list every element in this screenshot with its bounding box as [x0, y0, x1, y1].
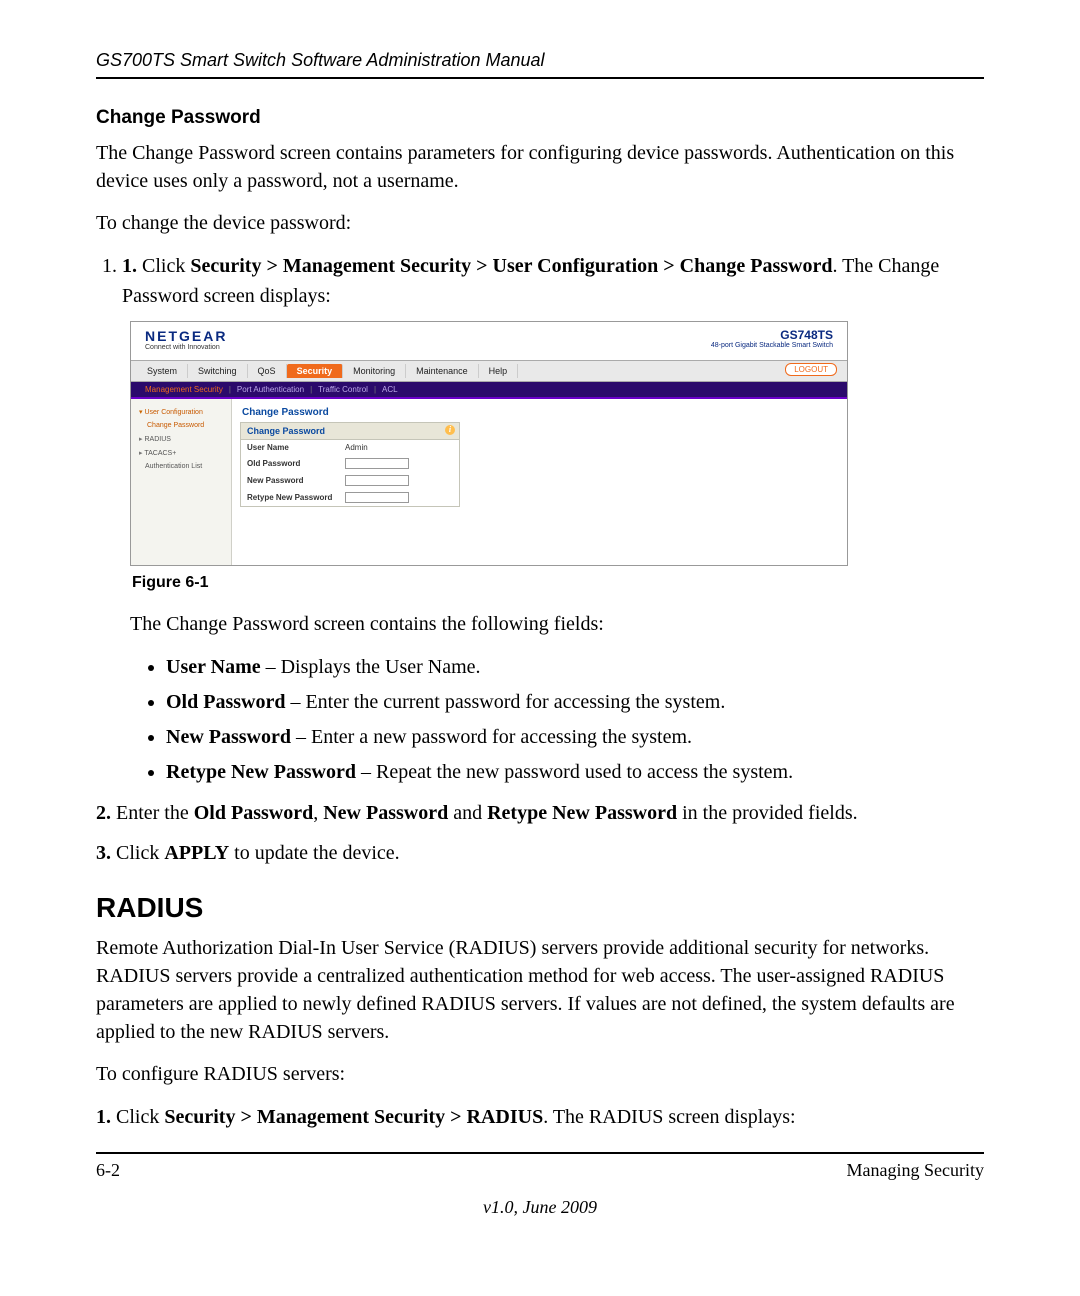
label-username: User Name: [247, 443, 345, 452]
step-2-b3: Retype New Password: [487, 802, 677, 824]
sidebar-item-radius[interactable]: RADIUS: [137, 432, 225, 446]
model-label: GS748TS 48-port Gigabit Stackable Smart …: [711, 328, 833, 349]
fields-lead: The Change Password screen contains the …: [130, 610, 984, 638]
row-retype-password: Retype New Password: [241, 489, 459, 506]
fields-list: User Name – Displays the User Name. Old …: [130, 652, 984, 788]
tab-maintenance[interactable]: Maintenance: [406, 364, 479, 378]
change-password-panel: Change Password i User Name Admin Old Pa…: [240, 422, 460, 507]
field-new-password-name: New Password: [166, 726, 291, 748]
sidebar-item-auth-list[interactable]: Authentication List: [137, 460, 225, 473]
model-subtitle: 48-port Gigabit Stackable Smart Switch: [711, 342, 833, 349]
field-username: User Name – Displays the User Name.: [166, 652, 984, 683]
row-new-password: New Password: [241, 472, 459, 489]
field-username-name: User Name: [166, 656, 261, 678]
radius-heading: RADIUS: [96, 892, 984, 924]
tab-switching[interactable]: Switching: [188, 364, 248, 378]
step-1-number: 1.: [122, 255, 137, 277]
footer-page: 6-2: [96, 1160, 120, 1181]
tab-security[interactable]: Security: [287, 364, 344, 378]
netgear-screenshot: NETGEAR Connect with Innovation GS748TS …: [130, 321, 848, 566]
radius-steps: 1. Click Security > Management Security …: [96, 1102, 984, 1132]
field-retype-password: Retype New Password – Repeat the new pas…: [166, 757, 984, 788]
label-retype-password: Retype New Password: [247, 493, 345, 502]
footer-section: Managing Security: [847, 1160, 984, 1181]
radius-lead: To configure RADIUS servers:: [96, 1060, 984, 1088]
subnav-management-security[interactable]: Management Security: [141, 385, 227, 394]
field-old-password: Old Password – Enter the current passwor…: [166, 687, 984, 718]
field-new-password: New Password – Enter a new password for …: [166, 722, 984, 753]
tab-qos[interactable]: QoS: [248, 364, 287, 378]
change-password-lead: To change the device password:: [96, 209, 984, 237]
step-3-b: APPLY: [164, 842, 229, 864]
label-new-password: New Password: [247, 476, 345, 485]
step-3: 3. Click APPLY to update the device.: [96, 838, 984, 868]
field-old-password-name: Old Password: [166, 691, 285, 713]
radius-intro: Remote Authorization Dial-In User Servic…: [96, 934, 984, 1046]
step-3-suffix: to update the device.: [229, 842, 400, 864]
model-name: GS748TS: [780, 328, 833, 342]
field-old-password-desc: – Enter the current password for accessi…: [285, 691, 725, 713]
input-new-password[interactable]: [345, 475, 409, 486]
row-username: User Name Admin: [241, 440, 459, 455]
radius-step-1-path: Security > Management Security > RADIUS: [164, 1106, 543, 1128]
step-2-prefix: Enter the: [116, 802, 194, 824]
field-retype-password-name: Retype New Password: [166, 761, 356, 783]
change-password-steps-2: 2. Enter the Old Password, New Password …: [96, 798, 984, 868]
change-password-intro: The Change Password screen contains para…: [96, 139, 984, 195]
panel-head: Change Password i: [241, 423, 459, 440]
header-rule: [96, 77, 984, 79]
footer-version: v1.0, June 2009: [96, 1197, 984, 1218]
field-username-desc: – Displays the User Name.: [261, 656, 481, 678]
radius-step-1-suffix: . The RADIUS screen displays:: [543, 1106, 795, 1128]
value-username: Admin: [345, 443, 368, 452]
step-2-b2: New Password: [323, 802, 448, 824]
field-new-password-desc: – Enter a new password for accessing the…: [291, 726, 692, 748]
logout-button[interactable]: LOGOUT: [785, 363, 837, 376]
step-2: 2. Enter the Old Password, New Password …: [96, 798, 984, 828]
step-2-suffix: in the provided fields.: [677, 802, 858, 824]
sidebar-item-user-config[interactable]: User Configuration: [137, 405, 225, 419]
subnav-port-authentication[interactable]: Port Authentication: [233, 385, 308, 394]
figure-6-1: NETGEAR Connect with Innovation GS748TS …: [130, 321, 846, 566]
panel-title: Change Password: [240, 403, 839, 422]
tab-monitoring[interactable]: Monitoring: [343, 364, 406, 378]
sub-nav: Management Security| Port Authentication…: [131, 382, 847, 399]
sidebar-item-change-password[interactable]: Change Password: [137, 419, 225, 432]
step-1: 1. Click Security > Management Security …: [122, 251, 984, 311]
radius-step-1: 1. Click Security > Management Security …: [96, 1102, 984, 1132]
brand-logo: NETGEAR: [145, 328, 227, 344]
label-old-password: Old Password: [247, 459, 345, 468]
info-icon[interactable]: i: [445, 425, 455, 435]
shot-sidebar: User Configuration Change Password RADIU…: [131, 399, 232, 566]
input-old-password[interactable]: [345, 458, 409, 469]
brand-tagline: Connect with Innovation: [145, 344, 227, 351]
radius-step-1-prefix: Click: [116, 1106, 164, 1128]
row-old-password: Old Password: [241, 455, 459, 472]
field-retype-password-desc: – Repeat the new password used to access…: [356, 761, 793, 783]
step-1-prefix: Click: [142, 255, 190, 277]
running-header: GS700TS Smart Switch Software Administra…: [96, 50, 984, 71]
step-2-b1: Old Password: [194, 802, 313, 824]
shot-header: NETGEAR Connect with Innovation GS748TS …: [131, 322, 847, 360]
tab-help[interactable]: Help: [479, 364, 519, 378]
main-tabs: System Switching QoS Security Monitoring…: [131, 360, 847, 382]
change-password-steps-1: 1. Click Security > Management Security …: [96, 251, 984, 311]
footer-rule: [96, 1152, 984, 1154]
subnav-acl[interactable]: ACL: [378, 385, 402, 394]
footer-row: 6-2 Managing Security: [96, 1160, 984, 1181]
shot-content: Change Password Change Password i User N…: [232, 399, 847, 566]
step-1-path: Security > Management Security > User Co…: [190, 255, 832, 277]
sidebar-item-tacacs[interactable]: TACACS+: [137, 446, 225, 460]
tab-system[interactable]: System: [137, 364, 188, 378]
subnav-traffic-control[interactable]: Traffic Control: [314, 385, 372, 394]
figure-caption: Figure 6-1: [132, 574, 984, 592]
change-password-heading: Change Password: [96, 107, 984, 129]
input-retype-password[interactable]: [345, 492, 409, 503]
shot-main: User Configuration Change Password RADIU…: [131, 399, 847, 566]
step-3-prefix: Click: [116, 842, 164, 864]
panel-head-label: Change Password: [247, 426, 325, 436]
